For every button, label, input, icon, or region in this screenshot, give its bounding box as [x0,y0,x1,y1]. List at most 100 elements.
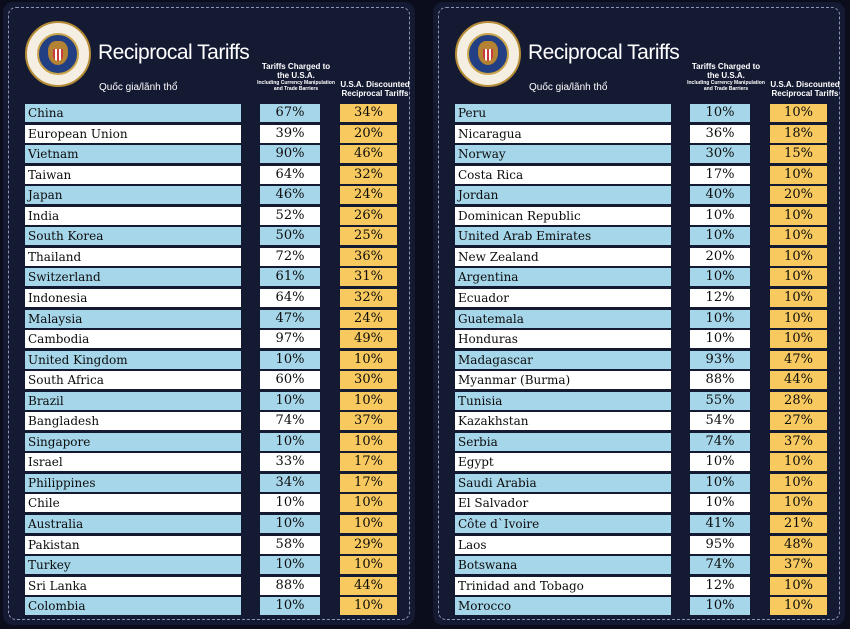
country-cell: Australia [25,515,241,533]
country-cell: Chile [25,494,241,513]
country-cell: India [25,206,241,225]
country-cell: Switzerland [25,268,241,287]
discounted-tariff-cell: 18% [770,124,827,143]
country-cell: Myanmar (Burma) [455,371,671,390]
table-row: Serbia 74% 37% [433,432,845,451]
table-row: South Africa 60% 30% [3,371,415,390]
charged-tariff-cell: 54% [690,412,750,431]
discounted-tariff-cell: 20% [770,186,827,205]
charged-column-note: Including Currency Manipulation and Trad… [257,80,335,92]
discounted-tariff-cell: 37% [340,412,397,431]
country-cell: Taiwan [25,165,241,184]
discounted-tariff-cell: 10% [340,391,397,410]
country-cell: Saudi Arabia [455,473,671,492]
table-row: China 67% 34% [3,104,415,122]
table-row: Kazakhstan 54% 27% [433,412,845,431]
country-cell: Argentina [455,268,671,287]
discounted-column-header: U.S.A. Discounted Reciprocal Tariffs [770,80,840,98]
discounted-tariff-cell: 10% [340,350,397,369]
country-cell: Peru [455,104,671,122]
charged-tariff-cell: 34% [260,473,320,492]
charged-tariff-cell: 10% [690,227,750,246]
charged-tariff-cell: 10% [260,391,320,410]
charged-tariff-cell: 64% [260,165,320,184]
table-row: Israel 33% 17% [3,453,415,472]
country-cell: Dominican Republic [455,206,671,225]
charged-tariff-cell: 10% [260,597,320,616]
tariff-panel-left: Reciprocal Tariffs Quốc gia/lãnh thổ Tar… [3,2,415,625]
charged-tariff-cell: 10% [690,473,750,492]
country-cell: Egypt [455,453,671,472]
table-row: Nicaragua 36% 18% [433,124,845,143]
discounted-tariff-cell: 36% [340,247,397,266]
table-row: Norway 30% 15% [433,145,845,164]
discounted-tariff-cell: 10% [770,165,827,184]
country-cell: South Korea [25,227,241,246]
table-row: Thailand 72% 36% [3,247,415,266]
table-row: Dominican Republic 10% 10% [433,206,845,225]
table-row: United Arab Emirates 10% 10% [433,227,845,246]
table-row: Ecuador 12% 10% [433,288,845,307]
discounted-tariff-cell: 31% [340,268,397,287]
table-row: Cambodia 97% 49% [3,330,415,349]
discounted-tariff-cell: 10% [770,104,827,122]
charged-tariff-cell: 74% [690,432,750,451]
discounted-tariff-cell: 10% [770,206,827,225]
discounted-tariff-cell: 44% [770,371,827,390]
country-cell: Norway [455,145,671,164]
charged-tariff-cell: 74% [260,412,320,431]
table-row: Laos 95% 48% [433,535,845,554]
charged-tariff-cell: 10% [690,330,750,349]
discounted-tariff-cell: 17% [340,473,397,492]
discounted-tariff-cell: 10% [770,247,827,266]
table-row: Sri Lanka 88% 44% [3,576,415,595]
table-row: Côte d`Ivoire 41% 21% [433,515,845,533]
charged-tariff-cell: 47% [260,309,320,328]
charged-tariff-cell: 67% [260,104,320,122]
table-row: Switzerland 61% 31% [3,268,415,287]
country-cell: United Kingdom [25,350,241,369]
country-cell: Botswana [455,556,671,575]
country-cell: Costa Rica [455,165,671,184]
discounted-tariff-cell: 37% [770,556,827,575]
country-cell: Indonesia [25,288,241,307]
table-row: Trinidad and Tobago 12% 10% [433,576,845,595]
table-row: Botswana 74% 37% [433,556,845,575]
charged-tariff-cell: 64% [260,288,320,307]
table-row: Madagascar 93% 47% [433,350,845,369]
discounted-tariff-cell: 10% [340,432,397,451]
charged-tariff-cell: 17% [690,165,750,184]
charged-tariff-cell: 10% [690,206,750,225]
table-row: Indonesia 64% 32% [3,288,415,307]
country-cell: Guatemala [455,309,671,328]
country-cell: Madagascar [455,350,671,369]
country-cell: Singapore [25,432,241,451]
charged-tariff-cell: 12% [690,288,750,307]
table-row: Guatemala 10% 10% [433,309,845,328]
country-cell: Malaysia [25,309,241,328]
charged-tariff-cell: 55% [690,391,750,410]
table-row: Egypt 10% 10% [433,453,845,472]
table-row: United Kingdom 10% 10% [3,350,415,369]
country-cell: European Union [25,124,241,143]
discounted-tariff-cell: 10% [340,515,397,533]
charged-tariff-cell: 40% [690,186,750,205]
charged-tariff-cell: 88% [260,576,320,595]
country-cell: Laos [455,535,671,554]
country-cell: New Zealand [455,247,671,266]
charged-tariff-cell: 10% [260,432,320,451]
discounted-tariff-cell: 37% [770,432,827,451]
charged-tariff-cell: 88% [690,371,750,390]
charged-tariff-cell: 10% [690,268,750,287]
country-cell: Côte d`Ivoire [455,515,671,533]
country-column-header: Quốc gia/lãnh thổ [529,82,608,93]
table-row: Singapore 10% 10% [3,432,415,451]
table-row: Peru 10% 10% [433,104,845,122]
discounted-tariff-cell: 10% [770,576,827,595]
discounted-tariff-cell: 10% [770,288,827,307]
country-cell: Kazakhstan [455,412,671,431]
charged-tariff-cell: 30% [690,145,750,164]
country-cell: Honduras [455,330,671,349]
charged-tariff-cell: 46% [260,186,320,205]
charged-tariff-cell: 52% [260,206,320,225]
